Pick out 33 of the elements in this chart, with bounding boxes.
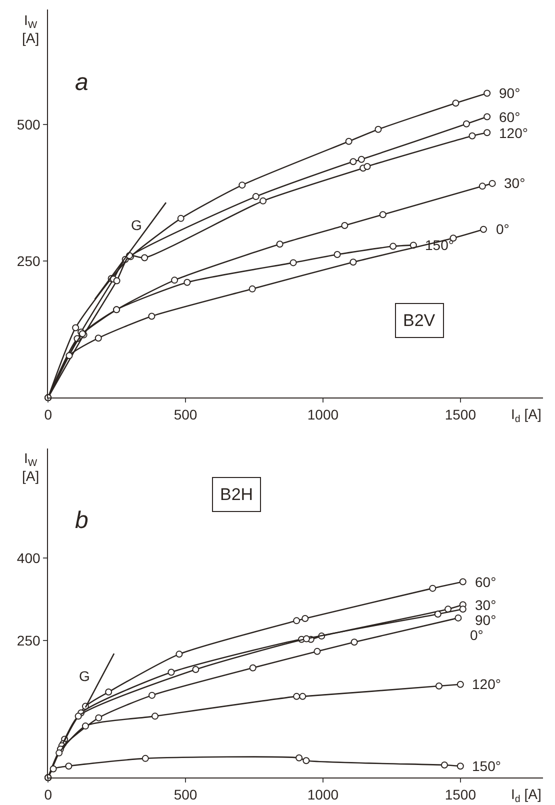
annotation: B2V bbox=[403, 311, 436, 330]
series-label: 60° bbox=[475, 574, 496, 590]
y-tick-label: 500 bbox=[16, 116, 40, 132]
series-label: 120° bbox=[472, 676, 501, 692]
x-axis-title: I$_{d}$ [A] bbox=[511, 786, 542, 805]
x-axis-title: I$_{d}$ [A] bbox=[511, 406, 542, 425]
series-label: 120° bbox=[499, 125, 528, 141]
series-label: G bbox=[79, 668, 90, 684]
annotation: B2H bbox=[220, 485, 254, 504]
x-tick-label: 500 bbox=[174, 406, 198, 422]
y-tick-label: 250 bbox=[16, 252, 40, 269]
x-tick-label: 1000 bbox=[307, 786, 339, 802]
y-tick-label: 400 bbox=[16, 550, 40, 566]
y-axis-title: I$_{W}$ [A] bbox=[22, 450, 40, 484]
x-tick-label: 0 bbox=[44, 406, 52, 422]
series-label: G bbox=[131, 217, 142, 233]
x-tick-label: 1500 bbox=[444, 786, 476, 802]
series-label: 90° bbox=[475, 612, 496, 628]
series-label: 150° bbox=[472, 758, 501, 774]
series-label: 0° bbox=[470, 627, 484, 643]
series-label: 60° bbox=[499, 109, 520, 125]
series-label: 90° bbox=[499, 85, 520, 101]
y-tick-label: 250 bbox=[16, 632, 40, 648]
x-tick-label: 0 bbox=[44, 786, 52, 802]
series-label: 0° bbox=[496, 221, 510, 237]
series-label: 30° bbox=[504, 175, 526, 191]
series-label: 30° bbox=[475, 597, 496, 613]
text: a bbox=[75, 69, 88, 96]
x-tick-label: 500 bbox=[174, 786, 198, 802]
text: b bbox=[75, 507, 88, 534]
x-tick-label: 1000 bbox=[307, 406, 339, 422]
x-tick-label: 1500 bbox=[444, 406, 476, 422]
y-axis-title: I$_{W}$ [A] bbox=[22, 12, 40, 46]
